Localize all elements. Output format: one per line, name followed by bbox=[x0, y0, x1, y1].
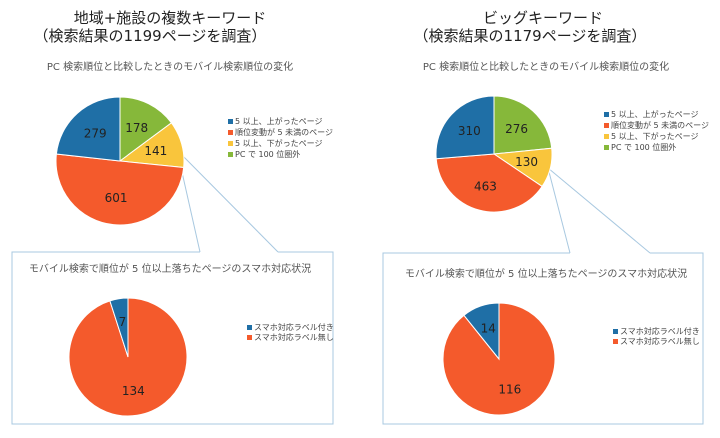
legend-1-entry-0: スマホ対応ラベル付き bbox=[254, 322, 334, 332]
pie-3-slice-1 bbox=[442, 302, 556, 416]
legend-2-swatch-0 bbox=[604, 112, 609, 117]
legend-2-entry-2: 5 以上、下がったページ bbox=[611, 131, 698, 141]
pie-0-label-0: 279 bbox=[84, 126, 107, 140]
legend-0-entry-3: PC で 100 位圏外 bbox=[235, 149, 300, 159]
chart-title-3: モバイル検索で順位が 5 位以上落ちたページのスマホ対応状況 bbox=[405, 267, 687, 280]
pie-2-slice-1 bbox=[435, 153, 543, 213]
pie-0-slice-1 bbox=[55, 153, 185, 226]
chart-title-0: PC 検索順位と比較したときのモバイル検索順位の変化 bbox=[47, 60, 293, 73]
legend-0-swatch-0 bbox=[228, 119, 233, 124]
legend-0-entry-0: 5 以上、上がったページ bbox=[235, 116, 322, 126]
legend-1-swatch-1 bbox=[247, 335, 252, 340]
legend-2-entry-0: 5 以上、上がったページ bbox=[611, 109, 698, 119]
legend-3-swatch-0 bbox=[613, 329, 618, 334]
pie-2-slice-3 bbox=[493, 95, 553, 155]
legend-1-entry-1: スマホ対応ラベル無し bbox=[254, 332, 334, 342]
legend-2-entry-3: PC で 100 位圏外 bbox=[611, 142, 676, 152]
pie-2-label-1: 463 bbox=[474, 180, 497, 194]
pie-3-label-0: 14 bbox=[481, 321, 496, 335]
pie-3-label-1: 116 bbox=[498, 383, 521, 397]
pie-1-label-1: 134 bbox=[122, 384, 145, 398]
legend-1-swatch-0 bbox=[247, 325, 252, 330]
legend-2-entry-1: 順位変動が 5 未満のページ bbox=[611, 120, 709, 130]
pie-3-slice-0 bbox=[463, 302, 500, 361]
right-group-title-2: （検索結果の1179ページを調査） bbox=[414, 27, 647, 45]
legend-0-entry-2: 5 以上、下がったページ bbox=[235, 138, 322, 148]
pie-0-label-1: 601 bbox=[105, 191, 128, 205]
pie-0-slice-3 bbox=[119, 96, 173, 162]
legend-2-swatch-3 bbox=[604, 145, 609, 150]
legend-3-swatch-1 bbox=[613, 339, 618, 344]
pie-2-slice-0 bbox=[435, 95, 495, 160]
pie-1-label-0: 7 bbox=[119, 315, 127, 329]
pie-0-label-3: 178 bbox=[125, 121, 148, 135]
right-detail-frame bbox=[382, 167, 704, 425]
legend-0-swatch-2 bbox=[228, 141, 233, 146]
legend-2-swatch-2 bbox=[604, 134, 609, 139]
legend-0-swatch-3 bbox=[228, 152, 233, 157]
pie-0-label-2: 141 bbox=[144, 144, 167, 158]
chart-title-2: PC 検索順位と比較したときのモバイル検索順位の変化 bbox=[423, 60, 669, 73]
pie-2-label-2: 130 bbox=[515, 155, 538, 169]
left-group-title-2: （検索結果の1199ページを調査） bbox=[34, 27, 267, 45]
legend-0-entry-1: 順位変動が 5 未満のページ bbox=[235, 127, 333, 137]
legend-2-swatch-1 bbox=[604, 123, 609, 128]
chart-title-1: モバイル検索で順位が 5 位以上落ちたページのスマホ対応状況 bbox=[29, 262, 311, 275]
right-group-title-1: ビッグキーワード bbox=[483, 9, 603, 27]
legend-3-entry-0: スマホ対応ラベル付き bbox=[620, 326, 700, 336]
pie-1-slice-1 bbox=[68, 297, 188, 417]
pie-1-slice-0 bbox=[109, 297, 129, 358]
pie-2-label-0: 310 bbox=[458, 124, 481, 138]
legend-3-entry-1: スマホ対応ラベル無し bbox=[620, 336, 700, 346]
left-group-title-1: 地域+施設の複数キーワード bbox=[74, 9, 267, 27]
pie-2-label-3: 276 bbox=[505, 122, 528, 136]
legend-0-swatch-1 bbox=[228, 130, 233, 135]
pie-0-slice-0 bbox=[55, 96, 121, 162]
